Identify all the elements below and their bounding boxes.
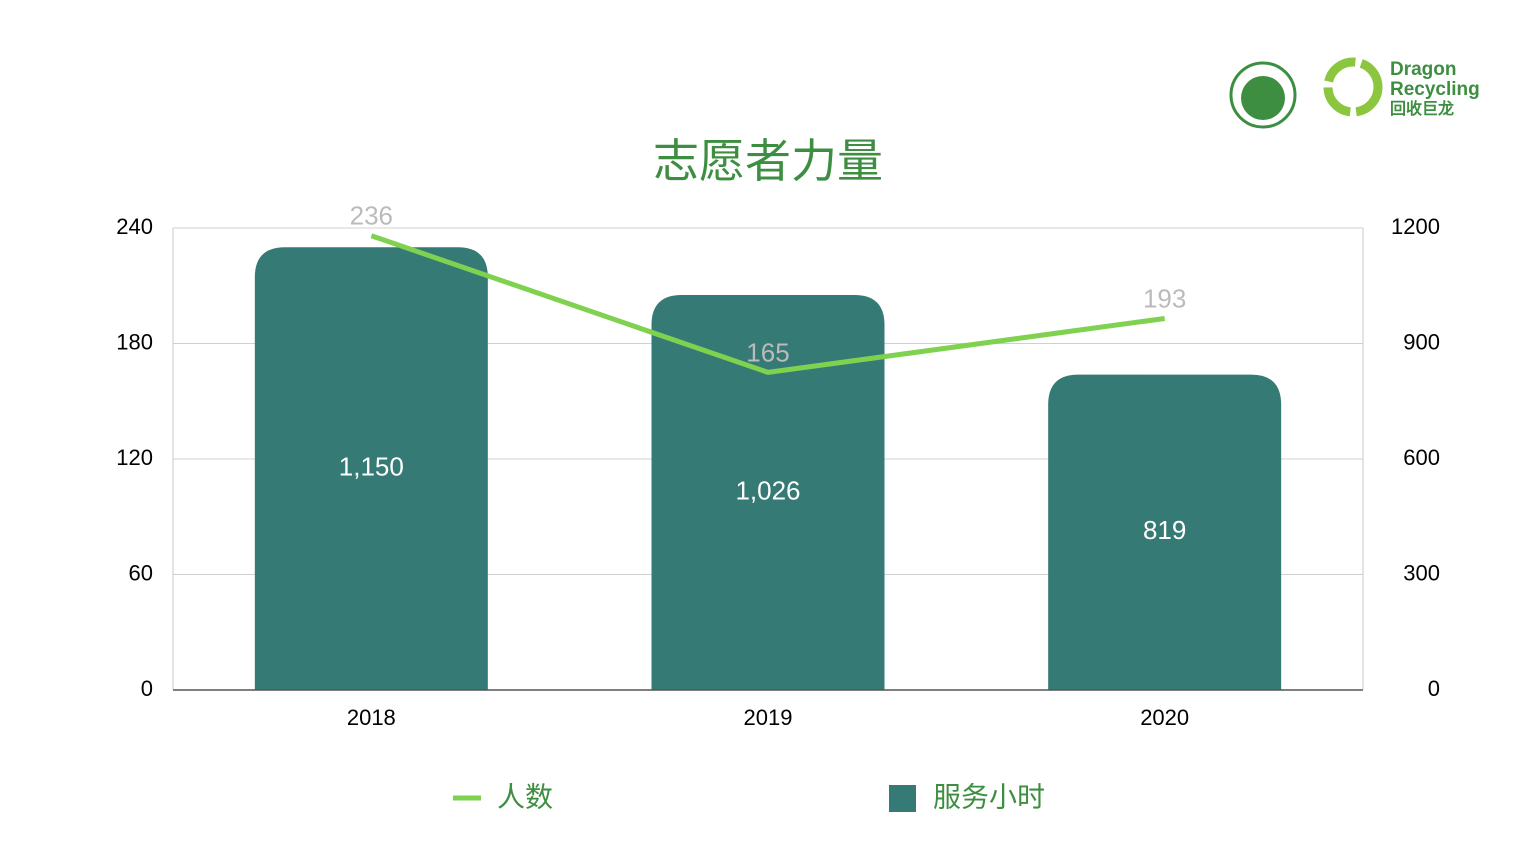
logo: Dragon Recycling 回收巨龙 bbox=[1229, 57, 1480, 129]
bar bbox=[254, 247, 488, 690]
x-tick-label: 2019 bbox=[744, 705, 793, 730]
bar-value-label: 1,150 bbox=[339, 452, 404, 482]
roots-shoots-icon bbox=[1241, 76, 1285, 120]
y-tick-label: 180 bbox=[116, 329, 153, 354]
y-tick-label: 0 bbox=[141, 676, 153, 701]
logo-text: 回收巨龙 bbox=[1390, 99, 1454, 118]
recycling-icon bbox=[1323, 57, 1383, 117]
y-tick-label: 120 bbox=[116, 445, 153, 470]
roots-shoots-icon bbox=[1229, 61, 1297, 129]
y2-tick-label: 600 bbox=[1403, 445, 1440, 470]
y-tick-label: 240 bbox=[116, 214, 153, 239]
chart-title: 志愿者力量 bbox=[653, 135, 883, 187]
bar-value-label: 1,026 bbox=[735, 475, 800, 505]
bar-value-label: 819 bbox=[1143, 515, 1186, 545]
legend-label: 人数 bbox=[497, 781, 553, 812]
legend-swatch bbox=[889, 785, 916, 812]
y2-tick-label: 900 bbox=[1403, 329, 1440, 354]
legend-label: 服务小时 bbox=[933, 781, 1045, 812]
line-value-label: 193 bbox=[1143, 283, 1186, 313]
y2-tick-label: 1200 bbox=[1391, 214, 1440, 239]
line-value-label: 236 bbox=[350, 201, 393, 231]
line bbox=[370, 233, 1166, 375]
line-value-label: 165 bbox=[746, 337, 789, 367]
y-tick-label: 60 bbox=[129, 560, 153, 585]
logo-text: Recycling bbox=[1390, 79, 1480, 100]
x-tick-label: 2020 bbox=[1140, 705, 1189, 730]
bar bbox=[651, 294, 885, 690]
logo-text: Dragon bbox=[1390, 59, 1457, 80]
x-tick-label: 2018 bbox=[347, 705, 396, 730]
y2-tick-label: 300 bbox=[1403, 560, 1440, 585]
y2-tick-label: 0 bbox=[1428, 676, 1440, 701]
bar bbox=[1048, 374, 1282, 690]
